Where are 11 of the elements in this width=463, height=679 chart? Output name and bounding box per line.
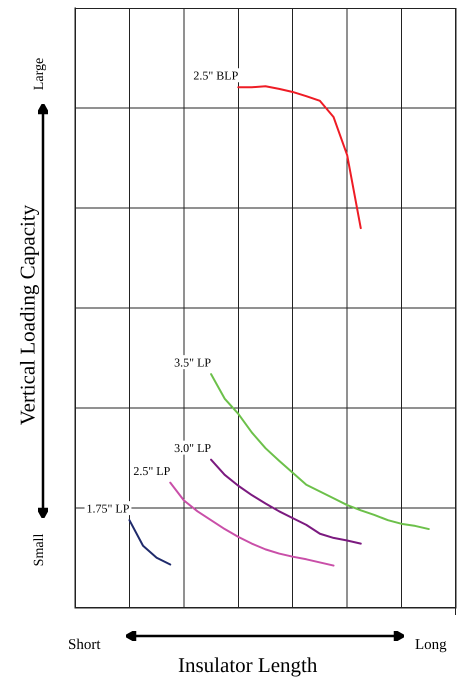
series-label: 2.5" BLP bbox=[193, 68, 239, 82]
series-label: 2.5" LP bbox=[133, 464, 171, 478]
text: Large bbox=[32, 58, 47, 90]
text: Long bbox=[415, 637, 447, 653]
y-axis-title: Vertical Loading Capacity bbox=[16, 204, 40, 426]
series-label: 3.0" LP bbox=[174, 440, 212, 455]
series-label: 1.75" LP bbox=[86, 501, 130, 516]
x-axis-title: Insulator Length bbox=[178, 653, 318, 677]
series-label: 3.5" LP bbox=[174, 355, 212, 370]
text: Short bbox=[68, 637, 101, 653]
text: Small bbox=[32, 534, 47, 566]
